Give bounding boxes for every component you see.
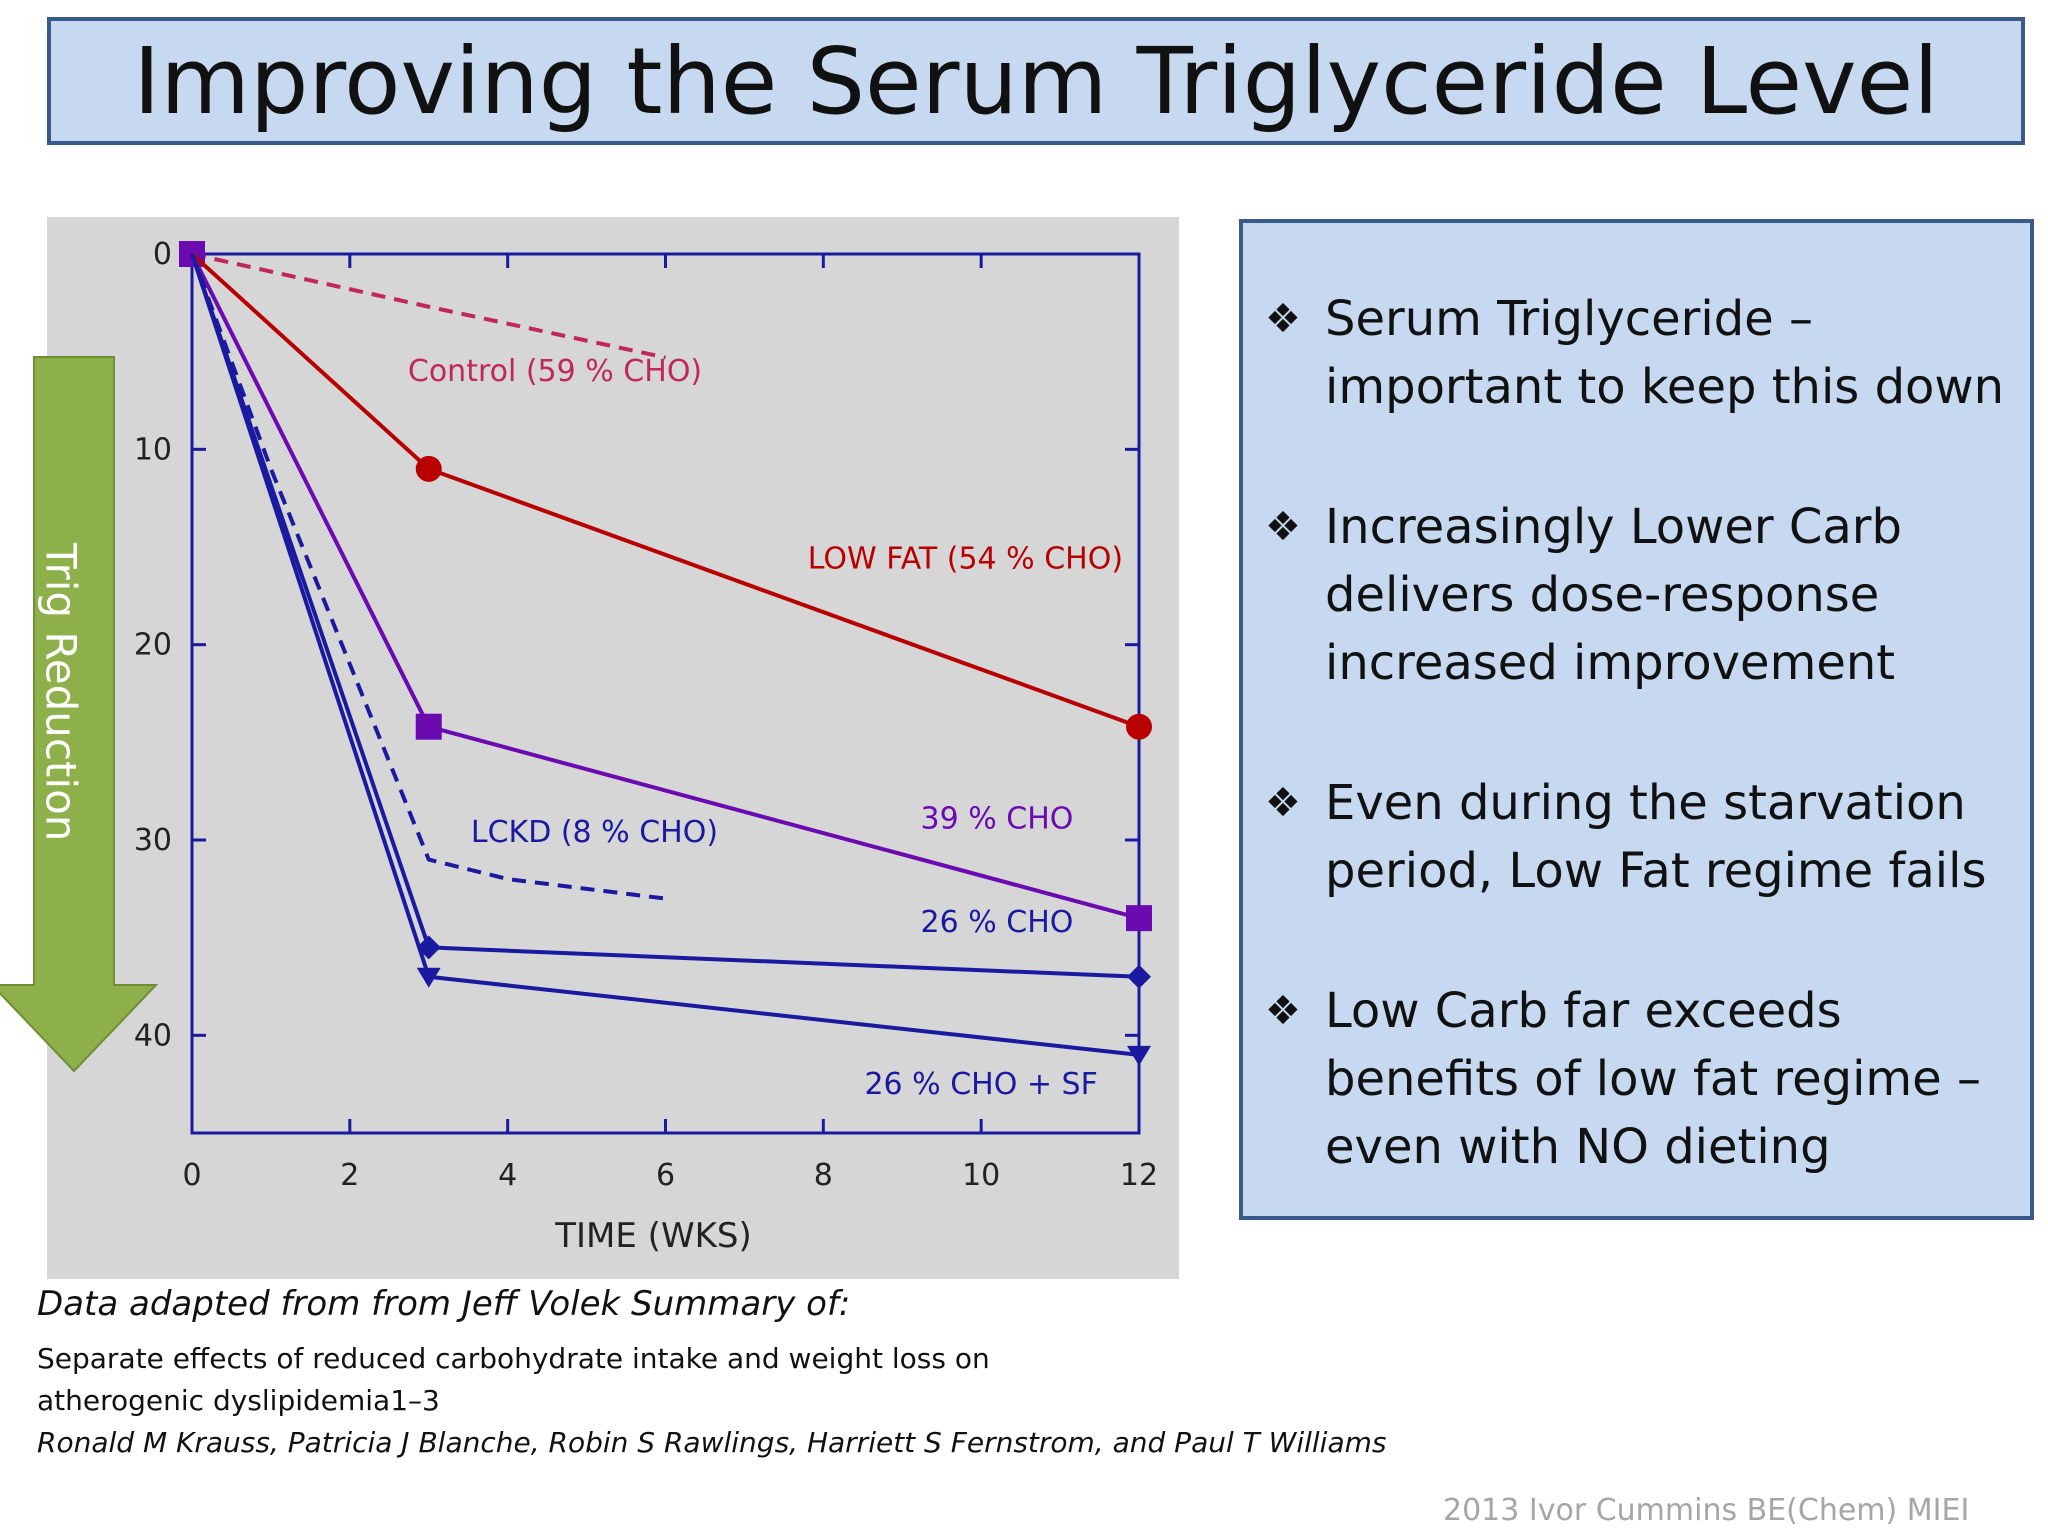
x-tick-label: 6	[656, 1158, 675, 1193]
down-arrow-icon	[0, 356, 159, 1073]
source-citation: Data adapted from from Jeff Volek Summar…	[37, 1284, 1437, 1464]
series-label: Control (59 % CHO)	[408, 354, 702, 389]
series-label: LOW FAT (54 % CHO)	[808, 541, 1123, 576]
y-tick-label: 10	[134, 432, 172, 467]
bullet-item: ❖ Even during the starvation period, Low…	[1265, 769, 2010, 905]
bullet-item: ❖ Increasingly Lower Carb delivers dose-…	[1265, 493, 2010, 697]
data-point	[416, 967, 441, 988]
x-tick-label: 12	[1120, 1158, 1158, 1193]
series-label: 26 % CHO	[921, 905, 1074, 940]
diamond-bullet-icon: ❖	[1265, 296, 1301, 342]
x-tick-label: 8	[814, 1158, 833, 1193]
series-label: 39 % CHO	[921, 801, 1074, 836]
chart-panel: 0 2 4 6 8 10 12 0 10 20 30 40 TIME (WKS) Control (59 …	[47, 217, 1179, 1279]
data-point	[1127, 964, 1151, 989]
diamond-bullet-icon: ❖	[1265, 988, 1301, 1034]
bullet-panel: ❖ Serum Triglyceride – important to keep…	[1239, 219, 2034, 1220]
bullet-text: Low Carb far exceeds benefits of low fat…	[1325, 983, 1981, 1175]
diamond-bullet-icon: ❖	[1265, 504, 1301, 550]
bullet-text: Increasingly Lower Carb delivers dose-re…	[1325, 499, 1903, 691]
y-tick-label: 40	[134, 1018, 172, 1053]
line-chart: 0 2 4 6 8 10 12 0 10 20 30 40 TIME (WKS) Control (59 …	[134, 237, 1158, 1256]
x-axis-label: TIME (WKS)	[554, 1216, 751, 1256]
bullet-text: Even during the starvation period, Low F…	[1325, 775, 1987, 899]
credit-footer: 2013 Ivor Cummins BE(Chem) MIEI	[1443, 1493, 1970, 1528]
y-tick-label: 0	[153, 237, 172, 272]
slide-title: Improving the Serum Triglyceride Level	[133, 27, 1939, 135]
series-label: 26 % CHO + SF	[864, 1067, 1097, 1102]
bullet-text: Serum Triglyceride – important to keep t…	[1325, 291, 2005, 415]
title-banner: Improving the Serum Triglyceride Level	[47, 17, 2025, 145]
x-tick-label: 2	[340, 1158, 359, 1193]
arrow-label: Trig Reduction	[37, 542, 86, 841]
data-point	[1126, 905, 1152, 932]
data-point	[415, 455, 442, 482]
series-label: LCKD (8 % CHO)	[471, 815, 718, 850]
series-line	[190, 253, 666, 901]
y-tick-label: 30	[134, 823, 172, 858]
series-line	[190, 252, 1140, 729]
diamond-bullet-icon: ❖	[1265, 780, 1301, 826]
source-title-line-1: Separate effects of reduced carbohydrate…	[37, 1342, 990, 1375]
data-point	[1127, 1045, 1151, 1066]
series-line	[191, 252, 666, 360]
source-authors: Ronald M Krauss, Patricia J Blanche, Rob…	[37, 1426, 1387, 1459]
x-tick-label: 4	[498, 1158, 517, 1193]
data-point	[1126, 713, 1152, 740]
y-tick-label: 20	[134, 628, 172, 663]
bullet-item: ❖ Serum Triglyceride – important to keep…	[1265, 285, 2010, 421]
x-tick-label: 10	[962, 1158, 1000, 1193]
data-point	[415, 713, 442, 740]
trig-reduction-arrow: Trig Reduction	[0, 356, 159, 1073]
bullet-item: ❖ Low Carb far exceeds benefits of low f…	[1265, 977, 2010, 1181]
source-title-line-2: atherogenic dyslipidemia1–3	[37, 1384, 440, 1417]
source-lead: Data adapted from from Jeff Volek Summar…	[37, 1284, 851, 1324]
x-tick-label: 0	[182, 1158, 201, 1193]
